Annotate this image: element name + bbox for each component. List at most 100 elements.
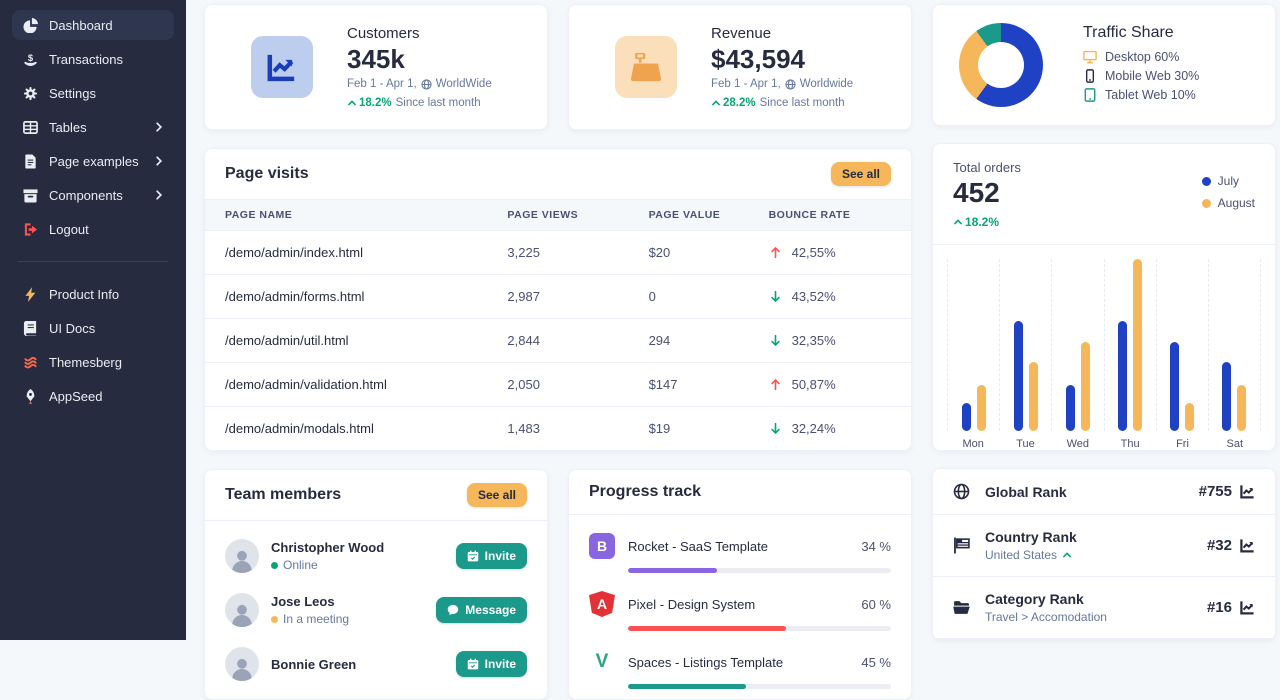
chart-line-icon xyxy=(1240,484,1255,499)
bar-group-wed xyxy=(1051,259,1103,431)
total-orders-card: Total orders 452 18.2% July August Mon Tue… xyxy=(932,143,1276,451)
rank-sub: Travel > Accomodation xyxy=(985,610,1107,624)
page-value-cell: 294 xyxy=(628,318,749,363)
angular-logo-icon: A xyxy=(589,591,615,617)
sidebar-item-label: Tables xyxy=(49,119,87,135)
sidebar-item-label: Components xyxy=(49,187,123,203)
sidebar-item-components[interactable]: Components xyxy=(12,180,174,210)
bar-july-fri xyxy=(1170,342,1180,431)
invite-button[interactable]: Invite xyxy=(455,543,527,569)
page-name-cell: /demo/admin/validation.html xyxy=(205,362,488,407)
x-tick-label: Thu xyxy=(1120,438,1140,450)
globe-icon xyxy=(785,79,796,90)
page-views-cell: 2,844 xyxy=(487,318,629,363)
traffic-legend: Desktop 60% Mobile Web 30% Tablet Web 10% xyxy=(1083,50,1199,102)
bar-august-tue xyxy=(1028,362,1038,431)
caret-up-icon xyxy=(1062,550,1072,560)
page-visits-title: Page visits xyxy=(225,165,309,182)
sidebar-item-label: Settings xyxy=(49,85,96,101)
vue-logo-icon: V xyxy=(595,651,609,672)
page-visits-see-all-button[interactable]: See all xyxy=(830,162,891,186)
sidebar-item-transactions[interactable]: $ Transactions xyxy=(12,44,174,74)
bar-august-wed xyxy=(1080,342,1090,431)
status-dot xyxy=(271,615,278,623)
bar-group-sat xyxy=(1207,259,1262,431)
status-dot xyxy=(271,561,278,569)
total-orders-title: Total orders xyxy=(953,160,1021,175)
revenue-change-suffix: Since last month xyxy=(759,97,845,110)
message-button[interactable]: Message xyxy=(436,597,527,623)
folder-icon xyxy=(953,599,970,616)
caret-up-icon xyxy=(953,217,963,227)
bounce-rate-cell: 32,35% xyxy=(748,318,911,363)
revenue-period: Feb 1 - Apr 1, xyxy=(711,78,781,91)
rank-sub: United States xyxy=(985,548,1058,562)
sidebar-item-dashboard[interactable]: Dashboard xyxy=(12,10,174,40)
sidebar-item-appseed[interactable]: AppSeed xyxy=(12,381,174,411)
page-views-cell: 2,050 xyxy=(487,362,629,407)
box-icon xyxy=(22,187,38,203)
x-tick-label: Wed xyxy=(1066,438,1090,450)
table-row: /demo/admin/modals.html 1,483 $19 32,24% xyxy=(205,407,911,451)
legend-item: Desktop 60% xyxy=(1083,50,1199,64)
cash-register-icon xyxy=(615,36,677,98)
x-tick-label: Sat xyxy=(1226,438,1244,450)
rank-card: Global Rank #755 Country Rank United States… xyxy=(932,468,1276,640)
progress-percent: 45 % xyxy=(861,654,891,670)
sidebar-item-label: Dashboard xyxy=(49,17,113,33)
bolt-icon xyxy=(22,286,38,302)
bar-group-tue xyxy=(999,259,1051,431)
customers-scope: WorldWide xyxy=(435,78,492,91)
customers-period: Feb 1 - Apr 1, xyxy=(347,78,417,91)
column-header-page-value: Page value xyxy=(628,200,749,231)
team-members-card: Team members See all Christopher Wood Onl… xyxy=(204,469,548,700)
sidebar-nav-secondary: Product Info UI Docs Themesberg AppSeed xyxy=(12,279,174,411)
sidebar-item-logout[interactable]: Logout xyxy=(12,214,174,244)
invite-button[interactable]: Invite xyxy=(455,651,527,677)
sidebar-divider xyxy=(18,261,168,262)
sidebar-item-ui-docs[interactable]: UI Docs xyxy=(12,313,174,343)
sign-out-icon xyxy=(22,221,38,237)
team-member-row: Jose Leos In a meeting Message xyxy=(225,583,527,637)
progress-bar xyxy=(628,684,891,689)
table-icon xyxy=(22,119,38,135)
sidebar-item-tables[interactable]: Tables xyxy=(12,112,174,142)
traffic-donut-chart xyxy=(959,23,1043,107)
progress-item: V Spaces - Listings Template 45 % xyxy=(589,641,891,699)
bar-july-sat xyxy=(1222,362,1232,431)
rank-row-country-rank: Country Rank United States #32 xyxy=(933,515,1275,577)
member-name: Jose Leos xyxy=(271,594,335,609)
book-icon xyxy=(22,320,38,336)
sidebar-item-label: AppSeed xyxy=(49,388,103,404)
progress-bar xyxy=(628,626,891,631)
team-members-title: Team members xyxy=(225,486,342,503)
sidebar-item-settings[interactable]: Settings xyxy=(12,78,174,108)
chart-line-icon xyxy=(251,36,313,98)
customers-change: 18.2% xyxy=(359,97,392,110)
sidebar-item-product-info[interactable]: Product Info xyxy=(12,279,174,309)
sidebar-item-themesberg[interactable]: Themesberg xyxy=(12,347,174,377)
page-views-cell: 3,225 xyxy=(487,230,629,275)
page-name-cell: /demo/admin/util.html xyxy=(205,318,488,363)
globe-icon xyxy=(953,483,970,500)
caret-up-icon xyxy=(347,98,357,108)
legend-label: Tablet Web 10% xyxy=(1105,87,1196,102)
rank-value: #16 xyxy=(1206,599,1232,616)
chart-line-icon xyxy=(1240,600,1255,615)
bar-august-fri xyxy=(1185,403,1195,431)
table-row: /demo/admin/forms.html 2,987 0 43,52% xyxy=(205,274,911,319)
team-members-see-all-button[interactable]: See all xyxy=(466,483,527,507)
progress-label: Spaces - Listings Template xyxy=(628,654,784,670)
team-member-row: Christopher Wood Online Invite xyxy=(225,529,527,583)
sidebar-item-page-examples[interactable]: Page examples xyxy=(12,146,174,176)
legend-label: Mobile Web 30% xyxy=(1105,68,1200,83)
trend-down-icon xyxy=(769,290,782,303)
sidebar-item-label: Logout xyxy=(49,221,89,237)
tablet-icon xyxy=(1083,87,1097,102)
bar-july-tue xyxy=(1013,321,1023,431)
member-status: Online xyxy=(283,558,318,572)
themesberg-icon xyxy=(22,354,38,370)
progress-bar xyxy=(628,568,891,573)
legend-dot xyxy=(1201,176,1211,186)
